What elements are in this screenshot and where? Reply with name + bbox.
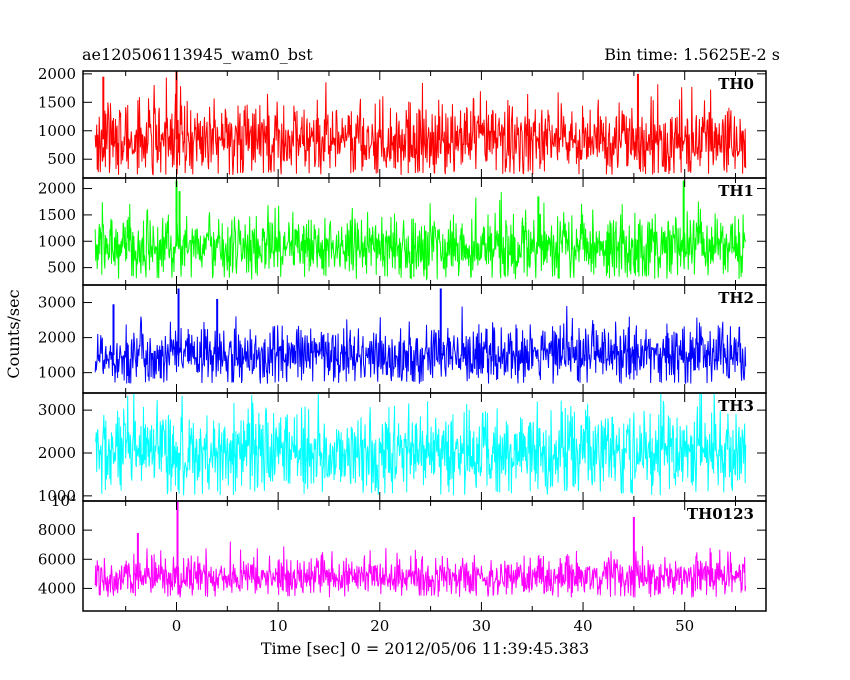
y-tick-label: 500	[47, 259, 76, 277]
y-tick-label: 3000	[38, 294, 76, 312]
panel-label: TH1	[718, 182, 754, 200]
panel-th0: TH0 500 1000 1500 2000	[38, 65, 767, 179]
panel-th2: TH2 1000 2000 3000	[38, 284, 767, 394]
series-line-th0123	[94, 541, 747, 598]
panel-th1: TH1 500 1000 1500 2000	[38, 177, 767, 286]
y-tick-label: 1000	[38, 364, 76, 382]
y-tick-label: 4000	[38, 579, 76, 597]
series-line-th0	[94, 77, 747, 176]
y-axis-label: Counts/sec	[4, 289, 23, 378]
x-tick-label: 20	[370, 617, 389, 635]
x-tick-label: 30	[472, 617, 491, 635]
series-line-th3	[95, 393, 747, 496]
panel-th0123: TH0123 4000 6000 8000 10⁴	[38, 492, 767, 612]
y-tick-label: 10⁴	[51, 492, 76, 510]
series-line-th2	[94, 305, 747, 384]
panel-frame	[82, 500, 767, 612]
x-axis-label: Time [sec] 0 = 2012/05/06 11:39:45.383	[261, 639, 589, 658]
panel-label: TH0123	[687, 505, 754, 523]
y-tick-label: 1000	[38, 122, 76, 140]
observation-title: ae120506113945_wam0_bst	[82, 45, 313, 64]
y-tick-label: 2000	[38, 444, 76, 462]
y-tick-label: 1000	[38, 487, 76, 505]
x-tick-label: 0	[172, 617, 182, 635]
x-tick-label: 10	[269, 617, 288, 635]
panel-label: TH3	[718, 397, 754, 415]
y-tick-label: 2000	[38, 329, 76, 347]
y-tick-label: 6000	[38, 550, 76, 568]
panel-label: TH2	[718, 289, 754, 307]
series-line-th1	[94, 191, 747, 281]
bin-time-label: Bin time: 1.5625E-2 s	[604, 45, 780, 64]
y-tick-label: 500	[47, 150, 76, 168]
x-tick-label: 40	[574, 617, 593, 635]
y-tick-label: 1000	[38, 232, 76, 250]
panel-th3: TH3 1000 2000 3000	[38, 392, 767, 505]
panel-label: TH0	[718, 75, 754, 93]
y-tick-label: 3000	[38, 401, 76, 419]
y-tick-label: 1500	[38, 206, 76, 224]
y-tick-label: 8000	[38, 521, 76, 539]
x-tick-label: 50	[675, 617, 694, 635]
y-tick-label: 2000	[38, 65, 76, 83]
y-tick-label: 2000	[38, 180, 76, 198]
y-tick-label: 1500	[38, 93, 76, 111]
